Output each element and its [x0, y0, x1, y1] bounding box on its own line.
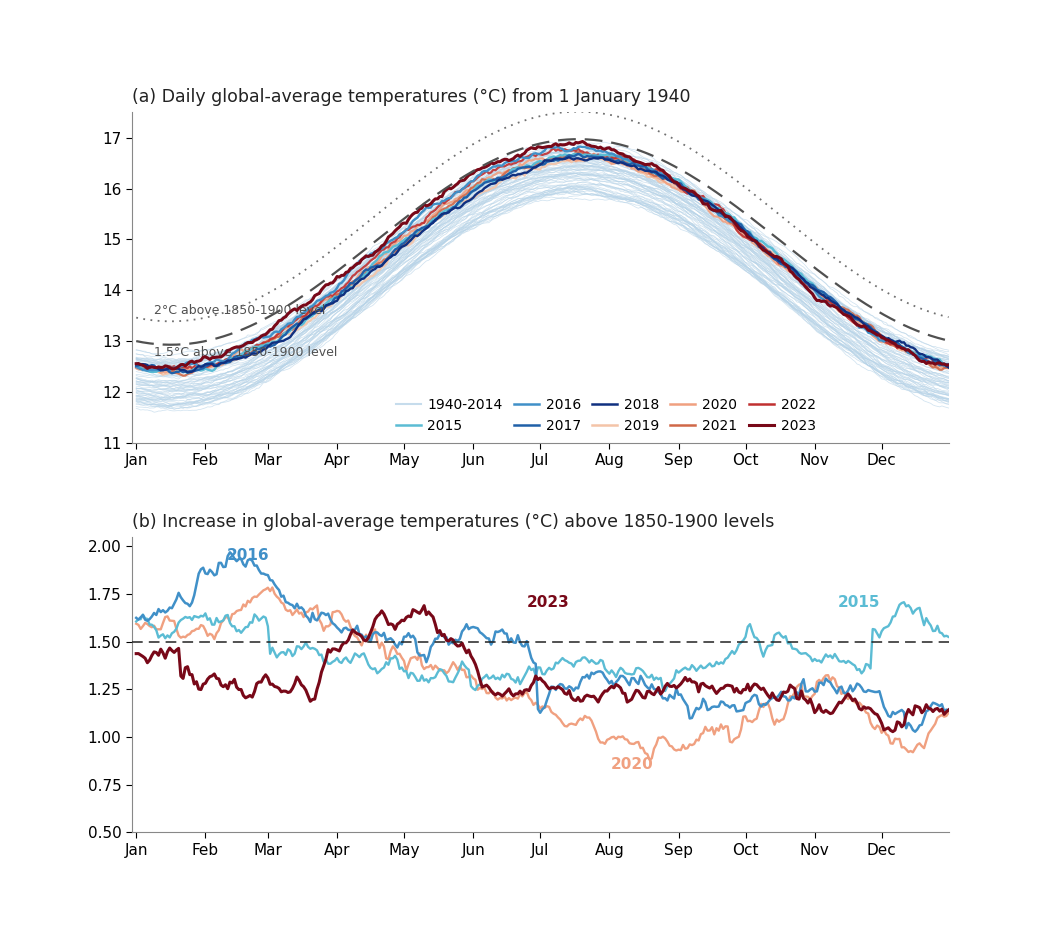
Text: (b) Increase in global-average temperatures (°C) above 1850-1900 levels: (b) Increase in global-average temperatu… — [132, 513, 774, 531]
Text: 2016: 2016 — [227, 548, 269, 563]
Text: 2015: 2015 — [838, 596, 880, 611]
Text: 2020: 2020 — [610, 757, 653, 772]
Legend: 1940-2014, 2015, 2016, 2017, 2018, 2019, 2020, 2021, 2022, 2023: 1940-2014, 2015, 2016, 2017, 2018, 2019,… — [395, 397, 816, 433]
Text: (a) Daily global-average temperatures (°C) from 1 January 1940: (a) Daily global-average temperatures (°… — [132, 89, 690, 107]
Text: 2023: 2023 — [527, 596, 569, 611]
Text: 1.5°C above 1850-1900 level: 1.5°C above 1850-1900 level — [154, 346, 337, 359]
Text: 2°C above 1850-1900 level: 2°C above 1850-1900 level — [154, 304, 326, 317]
